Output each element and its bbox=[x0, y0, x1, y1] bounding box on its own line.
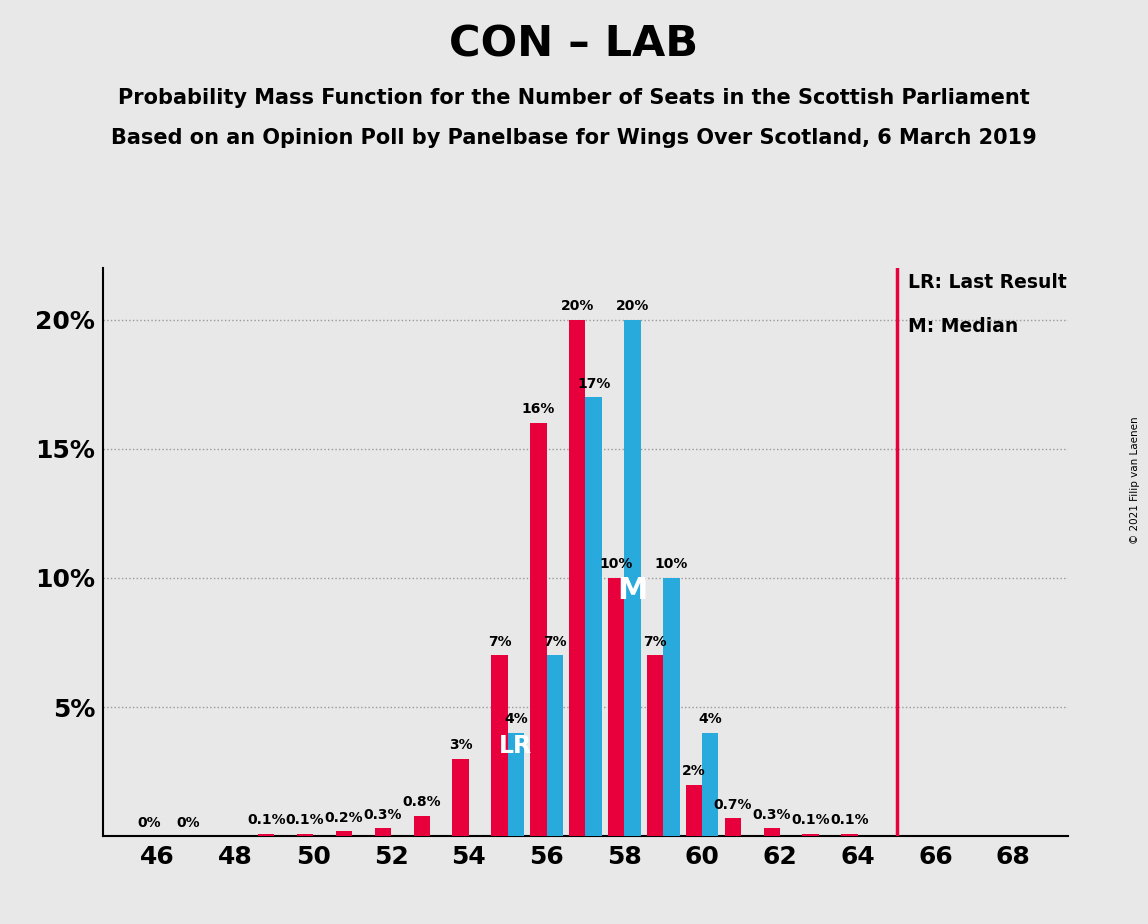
Bar bbox=[763, 829, 779, 836]
Bar bbox=[647, 655, 664, 836]
Text: 17%: 17% bbox=[577, 377, 611, 391]
Text: 10%: 10% bbox=[599, 557, 633, 571]
Bar bbox=[297, 833, 313, 836]
Bar bbox=[585, 397, 602, 836]
Text: 0.1%: 0.1% bbox=[830, 813, 869, 827]
Text: 7%: 7% bbox=[543, 635, 567, 649]
Bar bbox=[841, 833, 858, 836]
Text: Based on an Opinion Poll by Panelbase for Wings Over Scotland, 6 March 2019: Based on an Opinion Poll by Panelbase fo… bbox=[111, 128, 1037, 148]
Bar bbox=[685, 784, 703, 836]
Text: 0.7%: 0.7% bbox=[714, 797, 752, 811]
Bar bbox=[664, 578, 680, 836]
Text: 3%: 3% bbox=[449, 738, 473, 752]
Bar bbox=[569, 320, 585, 836]
Bar bbox=[336, 831, 352, 836]
Bar bbox=[530, 423, 546, 836]
Text: 20%: 20% bbox=[615, 299, 650, 313]
Text: Probability Mass Function for the Number of Seats in the Scottish Parliament: Probability Mass Function for the Number… bbox=[118, 88, 1030, 108]
Bar bbox=[258, 833, 274, 836]
Text: 16%: 16% bbox=[521, 403, 556, 417]
Bar bbox=[491, 655, 507, 836]
Text: 0.2%: 0.2% bbox=[325, 810, 363, 824]
Text: 0.3%: 0.3% bbox=[364, 808, 402, 822]
Text: 0%: 0% bbox=[177, 816, 200, 830]
Text: 7%: 7% bbox=[488, 635, 511, 649]
Text: 4%: 4% bbox=[698, 712, 722, 726]
Text: 0%: 0% bbox=[138, 816, 162, 830]
Bar bbox=[507, 733, 523, 836]
Bar bbox=[452, 759, 468, 836]
Text: © 2021 Filip van Laenen: © 2021 Filip van Laenen bbox=[1130, 417, 1140, 544]
Text: 2%: 2% bbox=[682, 764, 706, 778]
Text: 0.1%: 0.1% bbox=[286, 813, 325, 827]
Text: LR: Last Result: LR: Last Result bbox=[908, 274, 1066, 292]
Bar bbox=[546, 655, 563, 836]
Text: 10%: 10% bbox=[654, 557, 688, 571]
Text: 7%: 7% bbox=[643, 635, 667, 649]
Bar bbox=[413, 816, 430, 836]
Text: 0.1%: 0.1% bbox=[247, 813, 286, 827]
Text: 0.1%: 0.1% bbox=[791, 813, 830, 827]
Text: M: M bbox=[618, 577, 647, 605]
Text: 0.3%: 0.3% bbox=[752, 808, 791, 822]
Bar bbox=[703, 733, 719, 836]
Text: M: Median: M: Median bbox=[908, 317, 1018, 336]
Bar bbox=[374, 829, 391, 836]
Text: 20%: 20% bbox=[560, 299, 594, 313]
Bar bbox=[802, 833, 819, 836]
Text: LR: LR bbox=[499, 734, 533, 758]
Bar bbox=[625, 320, 641, 836]
Text: 0.8%: 0.8% bbox=[403, 795, 441, 809]
Text: CON – LAB: CON – LAB bbox=[449, 23, 699, 65]
Bar bbox=[724, 818, 740, 836]
Text: 4%: 4% bbox=[504, 712, 528, 726]
Bar bbox=[608, 578, 625, 836]
